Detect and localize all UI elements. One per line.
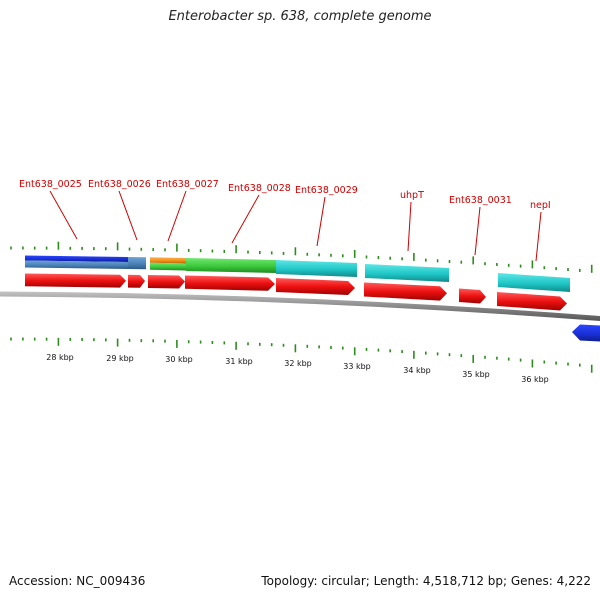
ruler-bottom xyxy=(10,337,593,373)
gene-label-uhpt: uhpT xyxy=(400,190,424,201)
cds-arrow-ent638-0026 xyxy=(128,274,145,288)
kbp-label: 29 kbp xyxy=(106,354,134,363)
feature-box-green xyxy=(186,258,276,273)
gene-label-ent638-0026: Ent638_0026 xyxy=(88,179,151,190)
gene-label-ent638-0029: Ent638_0029 xyxy=(295,185,358,196)
leader-line xyxy=(167,190,187,242)
ruler-top xyxy=(10,241,593,273)
feature-box-cyan xyxy=(498,273,570,292)
feature-box-cyan xyxy=(365,264,449,282)
gene-label-ent638-0025: Ent638_0025 xyxy=(19,179,82,190)
leader-line xyxy=(316,196,326,247)
gene-label-ent638-0031: Ent638_0031 xyxy=(449,195,512,206)
kbp-label: 31 kbp xyxy=(225,357,253,366)
cds-arrow-uhpt xyxy=(364,282,447,301)
kbp-label: 35 kbp xyxy=(462,370,490,379)
cds-arrow-ent638-0028 xyxy=(185,275,275,291)
kbp-labels: 28 kbp 29 kbp 30 kbp 31 kbp 32 kbp 33 kb… xyxy=(46,353,549,384)
cds-arrow-ent638-0025 xyxy=(25,273,126,288)
kbp-label: 36 kbp xyxy=(521,375,549,384)
gene-leaders xyxy=(49,190,542,262)
gene-labels: Ent638_0025 Ent638_0026 Ent638_0027 Ent6… xyxy=(19,179,551,211)
kbp-label: 34 kbp xyxy=(403,366,431,375)
kbp-label: 32 kbp xyxy=(284,359,312,368)
feature-box-steel xyxy=(25,260,128,269)
kbp-label: 33 kbp xyxy=(343,362,371,371)
feature-boxes xyxy=(25,255,570,292)
leader-line xyxy=(118,190,138,241)
kbp-label: 28 kbp xyxy=(46,353,74,362)
cds-arrow-nepi xyxy=(497,292,567,311)
leader-line xyxy=(231,194,260,244)
feature-box-green xyxy=(150,262,186,271)
cds-arrow-ent638-0031 xyxy=(459,288,486,304)
leader-line xyxy=(474,206,481,256)
feature-box-orange xyxy=(150,257,186,264)
feature-box-steel xyxy=(128,257,146,270)
feature-box-blue xyxy=(25,255,128,262)
leader-line xyxy=(49,190,78,240)
cds-arrow-ent638-0029 xyxy=(276,278,355,295)
genome-title: Enterobacter sp. 638, complete genome xyxy=(168,9,432,24)
feature-box-cyan xyxy=(276,260,357,277)
gene-label-ent638-0028: Ent638_0028 xyxy=(228,183,291,194)
topology-label: Topology: circular; Length: 4,518,712 bp… xyxy=(261,574,591,588)
cds-arrows xyxy=(25,273,567,311)
kbp-label: 30 kbp xyxy=(165,355,193,364)
leader-line xyxy=(535,211,542,262)
gene-label-nepi: nepI xyxy=(530,200,551,211)
gene-label-ent638-0027: Ent638_0027 xyxy=(156,179,219,190)
accession-label: Accession: NC_009436 xyxy=(9,574,146,588)
reverse-feature-blue xyxy=(572,324,600,342)
leader-line xyxy=(407,201,412,252)
cds-arrow-ent638-0027 xyxy=(148,275,185,289)
genome-backbone xyxy=(0,291,600,321)
